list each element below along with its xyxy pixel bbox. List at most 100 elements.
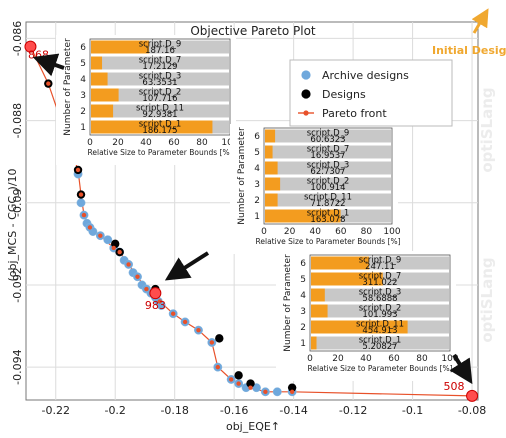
design-point bbox=[234, 371, 243, 380]
inset-bar-param-label: script.D_3 bbox=[359, 288, 402, 298]
inset-bar-param-label: script.D_9 bbox=[139, 40, 182, 50]
highlight-design-marker[interactable] bbox=[466, 389, 479, 402]
inset-bar-background bbox=[265, 129, 391, 143]
inset-y-tick-label: 3 bbox=[80, 91, 86, 101]
inset-frame bbox=[89, 38, 231, 136]
inset-x-tick-label: 100 bbox=[383, 227, 400, 237]
inset-bar-value-label: 60.6323 bbox=[310, 135, 345, 145]
inset-bar-value-label: 454.913 bbox=[362, 326, 397, 336]
inset-bar-value-label: 311.022 bbox=[362, 278, 397, 288]
inset-bar-value-label: 62.7307 bbox=[310, 167, 345, 177]
inset-x-tick-label: 80 bbox=[416, 354, 428, 364]
inset-chart-508: script.D_9247.11script.D_7311.022script.… bbox=[276, 251, 459, 381]
inset-x-tick-label: 60 bbox=[388, 354, 400, 364]
inset-bar-value-label: 16.9537 bbox=[310, 151, 345, 161]
pareto-front-point bbox=[78, 192, 84, 197]
inset-bar-background bbox=[311, 336, 449, 350]
inset-bar-param-label: script.D_11 bbox=[136, 104, 184, 114]
inset-bar bbox=[311, 288, 325, 302]
legend-label: Pareto front bbox=[322, 107, 387, 120]
inset-y-axis-label: Number of Parameter bbox=[63, 38, 73, 136]
pareto-front-point bbox=[215, 364, 221, 370]
inset-bar-value-label: 63.3531 bbox=[142, 78, 177, 88]
inset-bar-param-label: script.D_3 bbox=[307, 161, 350, 171]
inset-bar-param-label: script.D_1 bbox=[139, 120, 182, 130]
x-tick-label: -0.12 bbox=[339, 404, 367, 417]
inset-bar-value-label: 163.078 bbox=[310, 215, 345, 225]
inset-bar bbox=[91, 88, 119, 102]
inset-bar-background bbox=[91, 72, 229, 86]
inset-bar bbox=[265, 145, 273, 159]
inset-y-tick-label: 5 bbox=[80, 59, 86, 69]
inset-bar-background bbox=[91, 104, 229, 118]
y-tick-label: -0.09 bbox=[11, 189, 24, 217]
inset-y-tick-label: 1 bbox=[300, 339, 306, 349]
pareto-front-point bbox=[111, 245, 116, 251]
highlight-design-label: 508 bbox=[444, 380, 465, 393]
watermark-text: optiSLang bbox=[478, 257, 496, 342]
arrow-icon bbox=[164, 251, 210, 281]
pareto-front-point bbox=[126, 262, 131, 267]
legend-label: Archive designs bbox=[322, 69, 409, 82]
archive-design-point bbox=[103, 235, 113, 245]
inset-x-tick-label: 40 bbox=[140, 138, 152, 148]
pareto-front-point bbox=[209, 340, 215, 345]
legend-archive-marker bbox=[301, 70, 311, 80]
inset-bar bbox=[265, 129, 276, 143]
highlight-design-label: 983 bbox=[145, 299, 166, 312]
inset-bar-value-label: 92.9381 bbox=[142, 110, 177, 120]
pareto-front-point bbox=[117, 249, 122, 255]
arrow-icon bbox=[32, 53, 65, 77]
legend-box bbox=[289, 59, 453, 127]
design-point bbox=[215, 334, 224, 343]
inset-bar-param-label: script.D_3 bbox=[139, 72, 182, 82]
inset-y-tick-label: 3 bbox=[254, 180, 260, 190]
x-tick-label: -0.16 bbox=[220, 404, 248, 417]
pareto-front-point bbox=[81, 212, 87, 218]
initial-design-label: Initial Design bbox=[432, 44, 506, 57]
inset-bar-param-label: script.D_7 bbox=[139, 56, 182, 66]
inset-bar bbox=[265, 161, 278, 175]
inset-y-axis-label: Number of Parameter bbox=[283, 254, 293, 352]
inset-bar-param-label: script.D_11 bbox=[304, 193, 352, 203]
x-tick-label: -0.1 bbox=[402, 404, 423, 417]
pareto-front-point bbox=[144, 286, 149, 292]
y-tick-label: -0.092 bbox=[11, 267, 24, 302]
pareto-front-point bbox=[248, 385, 253, 390]
inset-x-tick-label: 20 bbox=[112, 138, 124, 148]
inset-bar-background bbox=[265, 193, 391, 207]
inset-x-tick-label: 40 bbox=[360, 354, 372, 364]
highlight-design-marker[interactable] bbox=[24, 40, 37, 53]
inset-bar-background bbox=[311, 304, 449, 318]
y-tick-label: -0.094 bbox=[11, 349, 24, 384]
inset-x-tick-label: 60 bbox=[168, 138, 180, 148]
inset-bar bbox=[311, 336, 317, 350]
inset-bar-background bbox=[265, 161, 391, 175]
inset-bar-value-label: 247.11 bbox=[365, 262, 395, 272]
pareto-front-point bbox=[263, 389, 268, 394]
inset-bar-background bbox=[265, 145, 391, 159]
inset-y-tick-label: 6 bbox=[80, 43, 86, 53]
inset-bar-param-label: script.D_2 bbox=[307, 177, 350, 187]
inset-bar-value-label: 58.6888 bbox=[362, 294, 397, 304]
inset-bar-param-label: script.D_7 bbox=[307, 145, 350, 155]
inset-chart-983: script.D_960.6323script.D_716.9537script… bbox=[230, 124, 401, 254]
inset-y-tick-label: 2 bbox=[254, 196, 260, 206]
chart-title: Objective Pareto Plot bbox=[190, 24, 316, 38]
inset-x-tick-label: 20 bbox=[332, 354, 344, 364]
inset-bar-background bbox=[311, 288, 449, 302]
highlight-design-marker[interactable] bbox=[149, 287, 162, 300]
pareto-front-point bbox=[75, 167, 81, 173]
inset-bar bbox=[91, 120, 213, 134]
arrow-icon bbox=[449, 353, 473, 385]
inset-x-axis-label: Relative Size to Parameter Bounds [%] bbox=[88, 148, 233, 157]
y-tick-label: -0.088 bbox=[11, 103, 24, 138]
archive-design-point bbox=[272, 387, 282, 397]
inset-bar-background bbox=[265, 177, 391, 191]
inset-y-tick-label: 3 bbox=[300, 307, 306, 317]
plot-frame bbox=[25, 21, 479, 401]
inset-x-axis-label: Relative Size to Parameter Bounds [%] bbox=[308, 364, 453, 373]
pareto-front-point bbox=[157, 299, 163, 304]
inset-frame bbox=[263, 127, 393, 225]
inset-bar-param-label: script.D_9 bbox=[307, 129, 350, 139]
